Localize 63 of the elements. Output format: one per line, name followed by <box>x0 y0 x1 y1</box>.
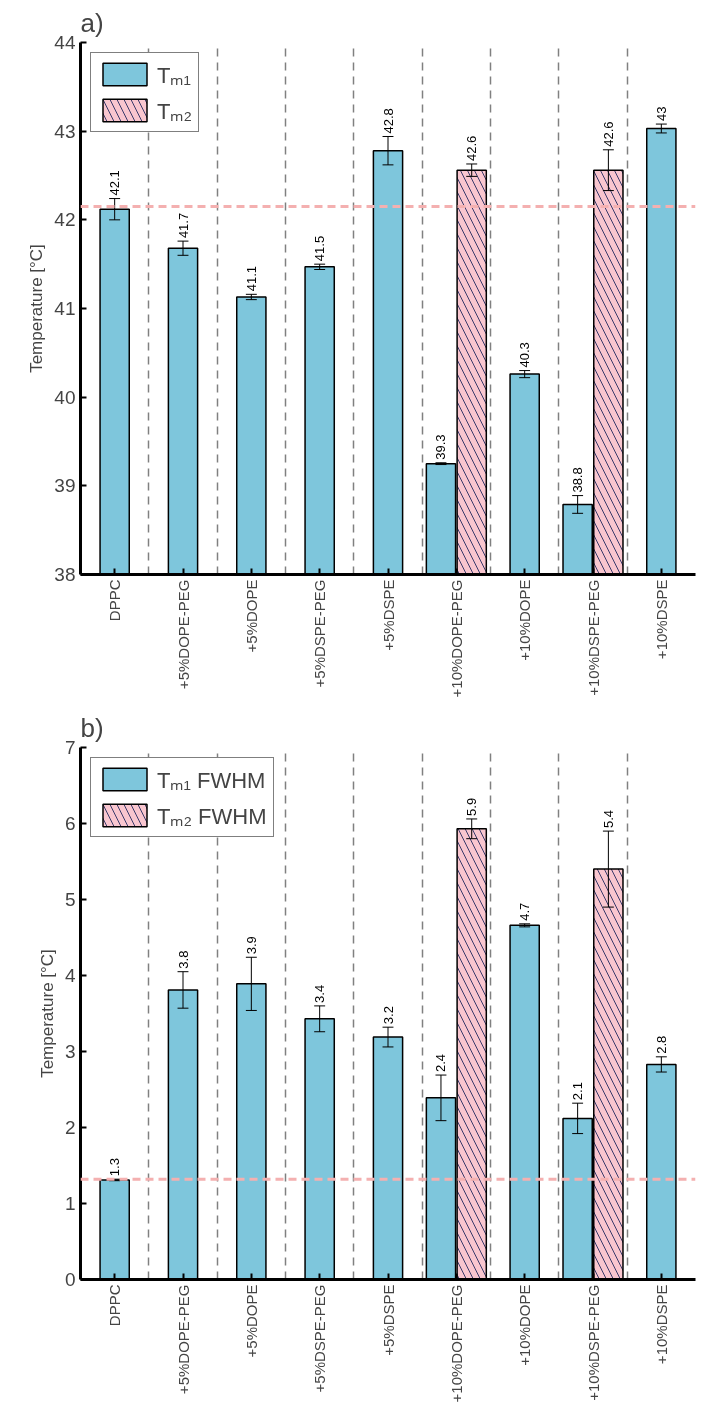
y-tick-label: 41 <box>54 298 76 319</box>
y-tick-label: 2 <box>64 1117 76 1138</box>
data-label: 43 <box>653 106 669 122</box>
y-tick-label: 43 <box>54 120 76 142</box>
x-tick-label: +5%DOPE-PEG <box>174 579 192 690</box>
data-label: 3.2 <box>380 1006 396 1025</box>
x-tick-label: +5%DOPE-PEG <box>174 1284 192 1395</box>
data-label: 39.3 <box>433 434 449 460</box>
legend-label: Tₘ₂ FWHM <box>157 803 267 830</box>
y-tick-label: 40 <box>54 386 76 408</box>
data-label: 41.7 <box>175 212 191 239</box>
x-tick-label: DPPC <box>106 579 124 622</box>
data-label: 5.4 <box>600 810 616 829</box>
y-tick-label: 5 <box>64 889 76 910</box>
y-tick-label: 3 <box>64 1041 76 1062</box>
y-tick-label: 44 <box>54 32 76 53</box>
x-tick-label: +10%DSPE <box>652 1284 670 1365</box>
y-axis-title: Temperature [°C] <box>37 949 57 1078</box>
y-tick-label: 42 <box>54 209 76 231</box>
data-label: 40.3 <box>517 342 533 368</box>
data-label: 3.9 <box>243 936 259 955</box>
data-label: 3.8 <box>175 950 191 969</box>
x-tick-label: +5%DSPE-PEG <box>311 1284 329 1393</box>
y-axis-title: Temperature [°C] <box>27 244 47 373</box>
x-tick-label: +10%DSPE-PEG <box>584 1284 602 1401</box>
legend-label: Tₘ₂ <box>157 98 192 125</box>
x-tick-label: +10%DOPE <box>516 579 534 661</box>
x-tick-label: +10%DOPE-PEG <box>447 1284 465 1403</box>
x-tick-label: +5%DOPE <box>242 1284 260 1358</box>
x-tick-label: +5%DOPE <box>242 579 260 653</box>
data-label: 41.1 <box>243 266 259 292</box>
data-label: 42.1 <box>107 170 123 196</box>
x-tick-label: +10%DOPE <box>516 1284 534 1366</box>
y-tick-label: 4 <box>64 965 76 986</box>
data-label: 2.4 <box>433 1053 449 1073</box>
y-tick-label: 7 <box>64 737 76 758</box>
data-label: 42.6 <box>464 135 480 161</box>
data-label: 4.7 <box>517 902 533 921</box>
data-label: 42.8 <box>380 108 396 134</box>
x-tick-label: +10%DSPE <box>652 579 670 660</box>
x-tick-label: +10%DOPE-PEG <box>447 579 465 698</box>
legend-label: Tₘ₁ FWHM <box>157 767 266 794</box>
legend-label: Tₘ₁ <box>157 62 191 89</box>
chart-title: a) <box>80 7 104 38</box>
x-tick-label: DPPC <box>106 1284 124 1327</box>
data-label: 38.8 <box>570 467 586 493</box>
y-tick-label: 0 <box>64 1269 76 1290</box>
data-label: 42.6 <box>600 121 616 147</box>
data-label: 5.9 <box>464 797 480 816</box>
x-tick-label: +5%DSPE <box>379 1284 397 1356</box>
x-tick-label: +5%DSPE <box>379 579 397 651</box>
x-tick-label: +10%DSPE-PEG <box>584 579 602 696</box>
data-label: 2.8 <box>653 1035 669 1054</box>
data-label: 3.4 <box>312 984 328 1003</box>
x-tick-label: +5%DSPE-PEG <box>311 579 329 688</box>
y-tick-label: 6 <box>64 813 76 834</box>
y-tick-label: 38 <box>54 564 76 585</box>
chart-title: b) <box>80 712 104 743</box>
data-label: 41.5 <box>312 235 328 262</box>
data-label: 2.1 <box>570 1082 586 1101</box>
y-tick-label: 39 <box>54 475 76 497</box>
y-tick-label: 1 <box>64 1193 76 1214</box>
data-label: 1.3 <box>107 1158 123 1177</box>
